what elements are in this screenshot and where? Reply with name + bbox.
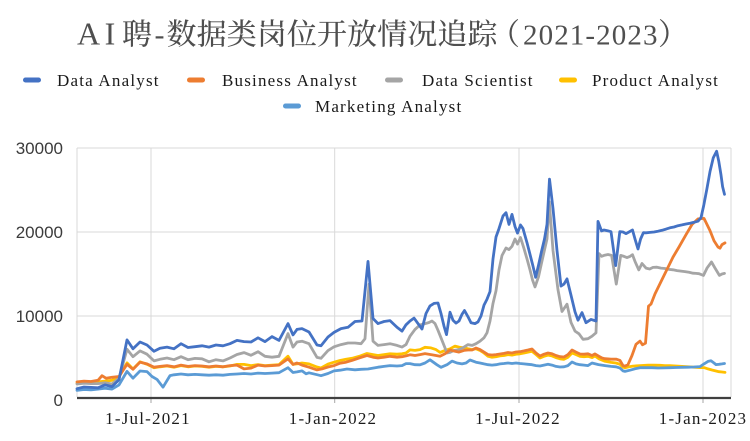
svg-text:1-Jan-2022: 1-Jan-2022	[289, 409, 377, 428]
svg-text:-: -	[155, 19, 165, 52]
svg-text:Marketing Analyst: Marketing Analyst	[315, 97, 462, 116]
svg-text:1-Jul-2022: 1-Jul-2022	[475, 409, 561, 428]
svg-text:AI: AI	[77, 16, 120, 52]
svg-text:0: 0	[54, 391, 63, 410]
svg-text:10000: 10000	[16, 307, 63, 326]
svg-text:Data Analyst: Data Analyst	[57, 71, 160, 90]
svg-text:Product Analyst: Product Analyst	[592, 71, 719, 90]
svg-text:1-Jul-2021: 1-Jul-2021	[105, 409, 191, 428]
svg-text:20000: 20000	[16, 223, 63, 242]
svg-text:2021-2023: 2021-2023	[523, 20, 659, 52]
svg-text:1-Jan-2023: 1-Jan-2023	[659, 409, 747, 428]
svg-text:Business Analyst: Business Analyst	[222, 71, 358, 90]
svg-text:Data Scientist: Data Scientist	[422, 71, 534, 90]
svg-text:30000: 30000	[16, 139, 63, 158]
